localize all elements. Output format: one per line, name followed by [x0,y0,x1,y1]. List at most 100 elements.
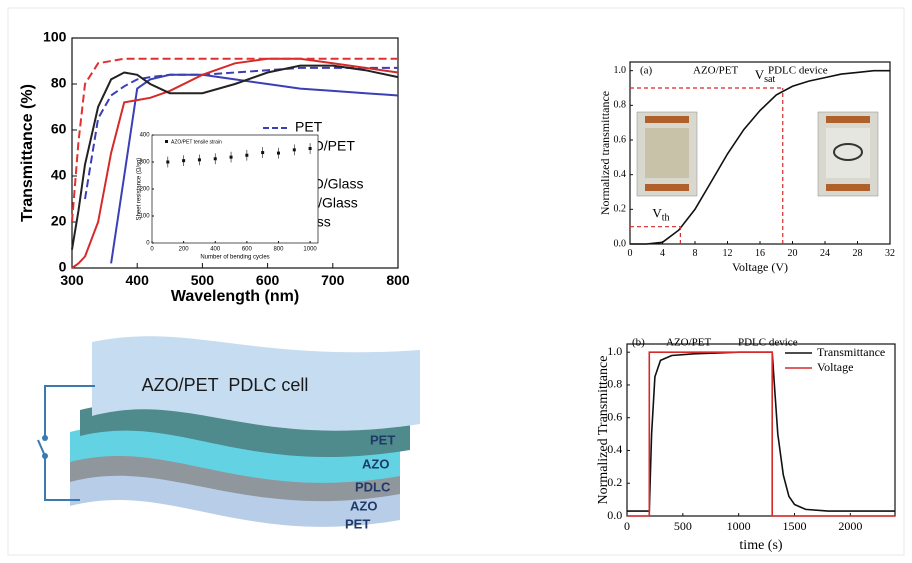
x-tick-label: 600 [242,246,253,252]
guide-label: Vth [652,206,669,224]
x-tick-label: 1000 [727,519,751,533]
layer-azo-top [80,403,410,458]
y-axis-label: Normalized transmittance [598,91,612,215]
frame [7,7,905,556]
annotation: AZO/PET [666,337,712,349]
x-axis-label: Voltage (V) [732,260,788,274]
y-tick-label: 0.0 [607,508,622,522]
cell-diagram: AZO/PET PDLC cell PET AZO PDLC AZO PET [37,336,420,531]
layer-pet-top [92,336,420,431]
y-axis-label: Normalized Transmittance [596,356,611,505]
photo-strip [645,116,689,123]
y-tick-label: 40 [51,167,67,183]
point [245,153,249,157]
layer-label: PDLC [355,479,391,494]
x-tick-label: 0 [624,519,630,533]
x-tick-label: 800 [386,272,410,288]
x-tick-label: 500 [674,519,692,533]
guide-label: Vsat [755,67,776,85]
point [292,148,296,152]
point [197,158,201,162]
plot-frame [151,134,319,244]
point [308,147,312,150]
series-line [71,57,399,269]
x-tick-label: 1500 [783,519,807,533]
y-tick-label: 0 [146,241,150,247]
y-tick-label: 20 [51,213,67,229]
x-tick-label: 12 [723,248,733,259]
annotation: (a) [640,65,653,77]
x-tick-label: 2000 [838,519,862,533]
layer-pdlc [70,425,400,483]
y-tick-label: 100 [140,214,151,220]
x-tick-label: 500 [191,272,215,288]
y-tick-label: 60 [51,121,67,137]
series-line [627,351,895,517]
legend-label: PET [295,119,323,135]
layer-label: PET [345,516,370,531]
y-tick-label: 200 [140,187,151,193]
x-tick-label: 32 [885,248,895,259]
series-line [110,73,399,264]
x-tick-label: 8 [693,248,698,259]
y-tick-label: 0.4 [614,169,627,180]
x-tick-label: 400 [210,246,221,252]
x-tick-label: 700 [321,272,345,288]
x-tick-label: 1000 [303,246,317,252]
diagram-title: AZO/PET PDLC cell [142,375,309,395]
photo-strip [826,184,870,191]
legend-label: Voltage [817,360,853,374]
y-axis-label: Sheet resistance (Ω/sq) [137,158,143,221]
x-tick-label: 24 [820,248,830,259]
chart: 0 4 8 12 16 20 24 28 32 0.0 0.2 0.4 0.6 0.8 1.0 Voltage… [598,61,895,274]
y-tick-label: 0.8 [607,377,622,391]
point [276,151,280,155]
point [182,159,186,163]
point [261,151,265,155]
point [229,155,233,159]
chart: 0 200 400 600 800 1000 0 100 200 300 400 Number of … [137,133,319,261]
x-tick-label: 28 [853,248,863,259]
x-tick-label: 20 [788,248,798,259]
x-tick-label: 300 [60,272,84,288]
guide-label-main: V [652,206,662,221]
annotation: AZO/PET [693,65,739,77]
annotation: PDLC device [738,337,798,349]
photo-strip [826,116,870,123]
legend-label: AZO/PET tensile strain [171,139,222,145]
chart: 300 400 500 600 700 800 0 20 40 60 80 100 Wavelength… [19,29,410,306]
x-tick-label: 400 [126,272,150,288]
y-tick-label: 100 [43,29,67,45]
y-tick-label: 400 [140,133,151,139]
series-line [71,64,399,250]
x-tick-label: 200 [179,246,190,252]
x-tick-label: 800 [273,246,284,252]
x-tick-label: 600 [256,272,280,288]
guide-label-sub: sat [764,74,775,85]
plot-frame [626,343,896,517]
chart: 0 500 1000 1500 2000 0.0 0.2 0.4 0.6 0.8 1.0 time (… [596,337,896,553]
annotation: PDLC device [768,65,828,77]
y-tick-label: 80 [51,75,67,91]
photo-strip [645,184,689,191]
layer-label: PET [370,432,395,447]
guide-label-sub: th [662,213,670,224]
guide-label-main: V [755,67,765,82]
plot-frame [71,37,399,269]
point [166,160,170,164]
y-tick-label: 0.6 [607,409,622,423]
legend-swatch [165,140,168,143]
x-axis-label: Wavelength (nm) [171,288,299,305]
layer-label: AZO [362,456,389,471]
x-tick-label: 16 [755,248,765,259]
y-tick-label: 1.0 [607,344,622,358]
series-line [627,351,895,512]
series-line [71,57,398,223]
y-tick-label: 0.2 [607,475,622,489]
series-line [630,69,890,245]
x-tick-label: 0 [628,248,633,259]
annotation: (b) [632,337,645,349]
y-tick-label: 0 [59,259,67,275]
photo-logo [833,143,863,161]
